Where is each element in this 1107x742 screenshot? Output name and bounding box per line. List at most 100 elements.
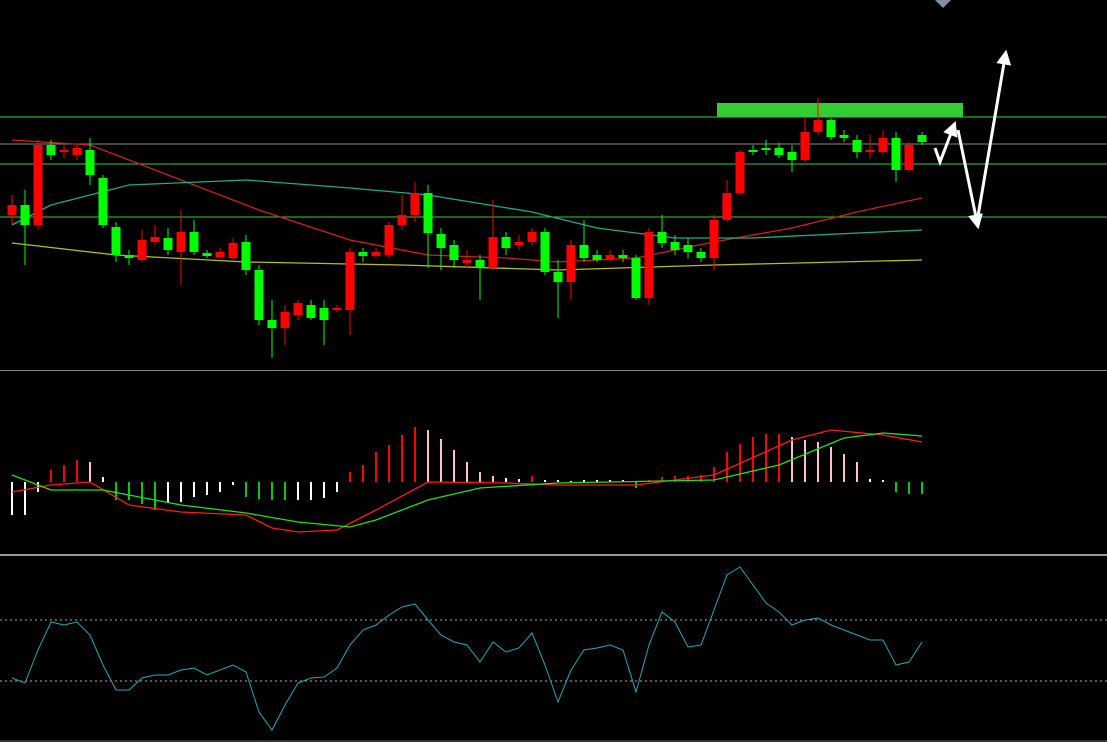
candle-body [228, 243, 238, 258]
candle-body [345, 252, 355, 310]
candle-body [683, 245, 693, 252]
histogram-bar [882, 480, 884, 482]
histogram-bar [505, 478, 507, 482]
candle-body [319, 308, 329, 320]
histogram-bar [258, 482, 260, 499]
histogram-bar [401, 435, 403, 482]
histogram-bar [895, 482, 897, 492]
candle-body [774, 148, 784, 155]
histogram-bar [414, 427, 416, 482]
histogram-bar [245, 482, 247, 497]
histogram-bar [752, 437, 754, 482]
histogram-bar [531, 476, 533, 482]
candle-body [176, 232, 186, 252]
candle-body [124, 255, 134, 258]
histogram-bar [778, 434, 780, 482]
candle-body [371, 252, 381, 256]
candle-body [566, 245, 576, 282]
candle-body [384, 225, 394, 255]
candle-body [462, 260, 472, 263]
candle-body [150, 237, 160, 242]
candle-body [618, 255, 628, 258]
histogram-bar [128, 482, 130, 500]
candle-body [722, 193, 732, 220]
candle-body [332, 308, 342, 310]
candle-body [787, 152, 797, 160]
histogram-bar [869, 479, 871, 482]
indicator-line [11, 139, 923, 263]
indicator-line [11, 429, 923, 533]
histogram-bar [193, 482, 195, 497]
histogram-bar [609, 480, 611, 482]
candle-body [852, 140, 862, 152]
histogram-bar [518, 479, 520, 482]
histogram-bar [687, 476, 689, 482]
histogram-bar [544, 480, 546, 482]
histogram-bar [271, 482, 273, 500]
histogram-bar [440, 439, 442, 482]
candle-body [20, 205, 30, 225]
candle-body [748, 150, 758, 152]
oscillator-line [11, 566, 923, 731]
candle-body [267, 320, 277, 328]
histogram-bar [830, 447, 832, 482]
candle-body [7, 205, 17, 215]
candle-body [33, 145, 43, 225]
candle-body [878, 138, 888, 152]
histogram-bar [63, 465, 65, 482]
candle-body [514, 242, 524, 245]
candle-body [540, 232, 550, 272]
candle-body [592, 255, 602, 260]
candle-body [72, 148, 82, 155]
histogram-bar [76, 460, 78, 482]
histogram-bar [726, 452, 728, 482]
histogram-bar [466, 462, 468, 482]
candle-body [410, 193, 420, 215]
histogram-bar [557, 480, 559, 482]
histogram-bar [50, 470, 52, 482]
candle-body [917, 135, 927, 142]
candle-body [280, 312, 290, 328]
histogram-bar [492, 476, 494, 482]
forecast-arrow [933, 120, 958, 167]
histogram-bar [115, 482, 117, 500]
candle-body [137, 240, 147, 260]
candle-body [488, 237, 498, 268]
resistance-zone [717, 103, 963, 117]
histogram-bar [570, 481, 572, 482]
candle-body [46, 145, 56, 155]
candle-body [709, 220, 719, 258]
histogram-bar [310, 482, 312, 500]
histogram-bar [206, 482, 208, 495]
histogram-bar [661, 477, 663, 482]
candle-body [59, 150, 69, 152]
candle-body [735, 152, 745, 193]
candle-body [85, 150, 95, 175]
candle-body [761, 148, 771, 150]
histogram-bar [765, 434, 767, 482]
histogram-bar [843, 454, 845, 482]
candle-body [605, 255, 615, 260]
candle-body [423, 193, 433, 233]
histogram-bar [167, 482, 169, 502]
candle-body [475, 260, 485, 268]
candle-body [527, 232, 537, 242]
candle-body [579, 245, 589, 258]
candle-body [813, 120, 823, 132]
candle-body [891, 138, 901, 170]
candle-body [449, 245, 459, 260]
candle-body [202, 253, 212, 256]
forecast-arrow [956, 129, 983, 230]
histogram-bar [856, 462, 858, 482]
histogram-bar [154, 482, 156, 510]
candle-body [241, 242, 251, 270]
histogram-bar [596, 480, 598, 482]
histogram-bar [453, 450, 455, 482]
candle-body [501, 237, 511, 248]
histogram-bar [89, 462, 91, 482]
forecast-arrow [975, 49, 1012, 223]
candle-body [839, 135, 849, 138]
candle-body [553, 272, 563, 282]
candle-body [254, 270, 264, 320]
